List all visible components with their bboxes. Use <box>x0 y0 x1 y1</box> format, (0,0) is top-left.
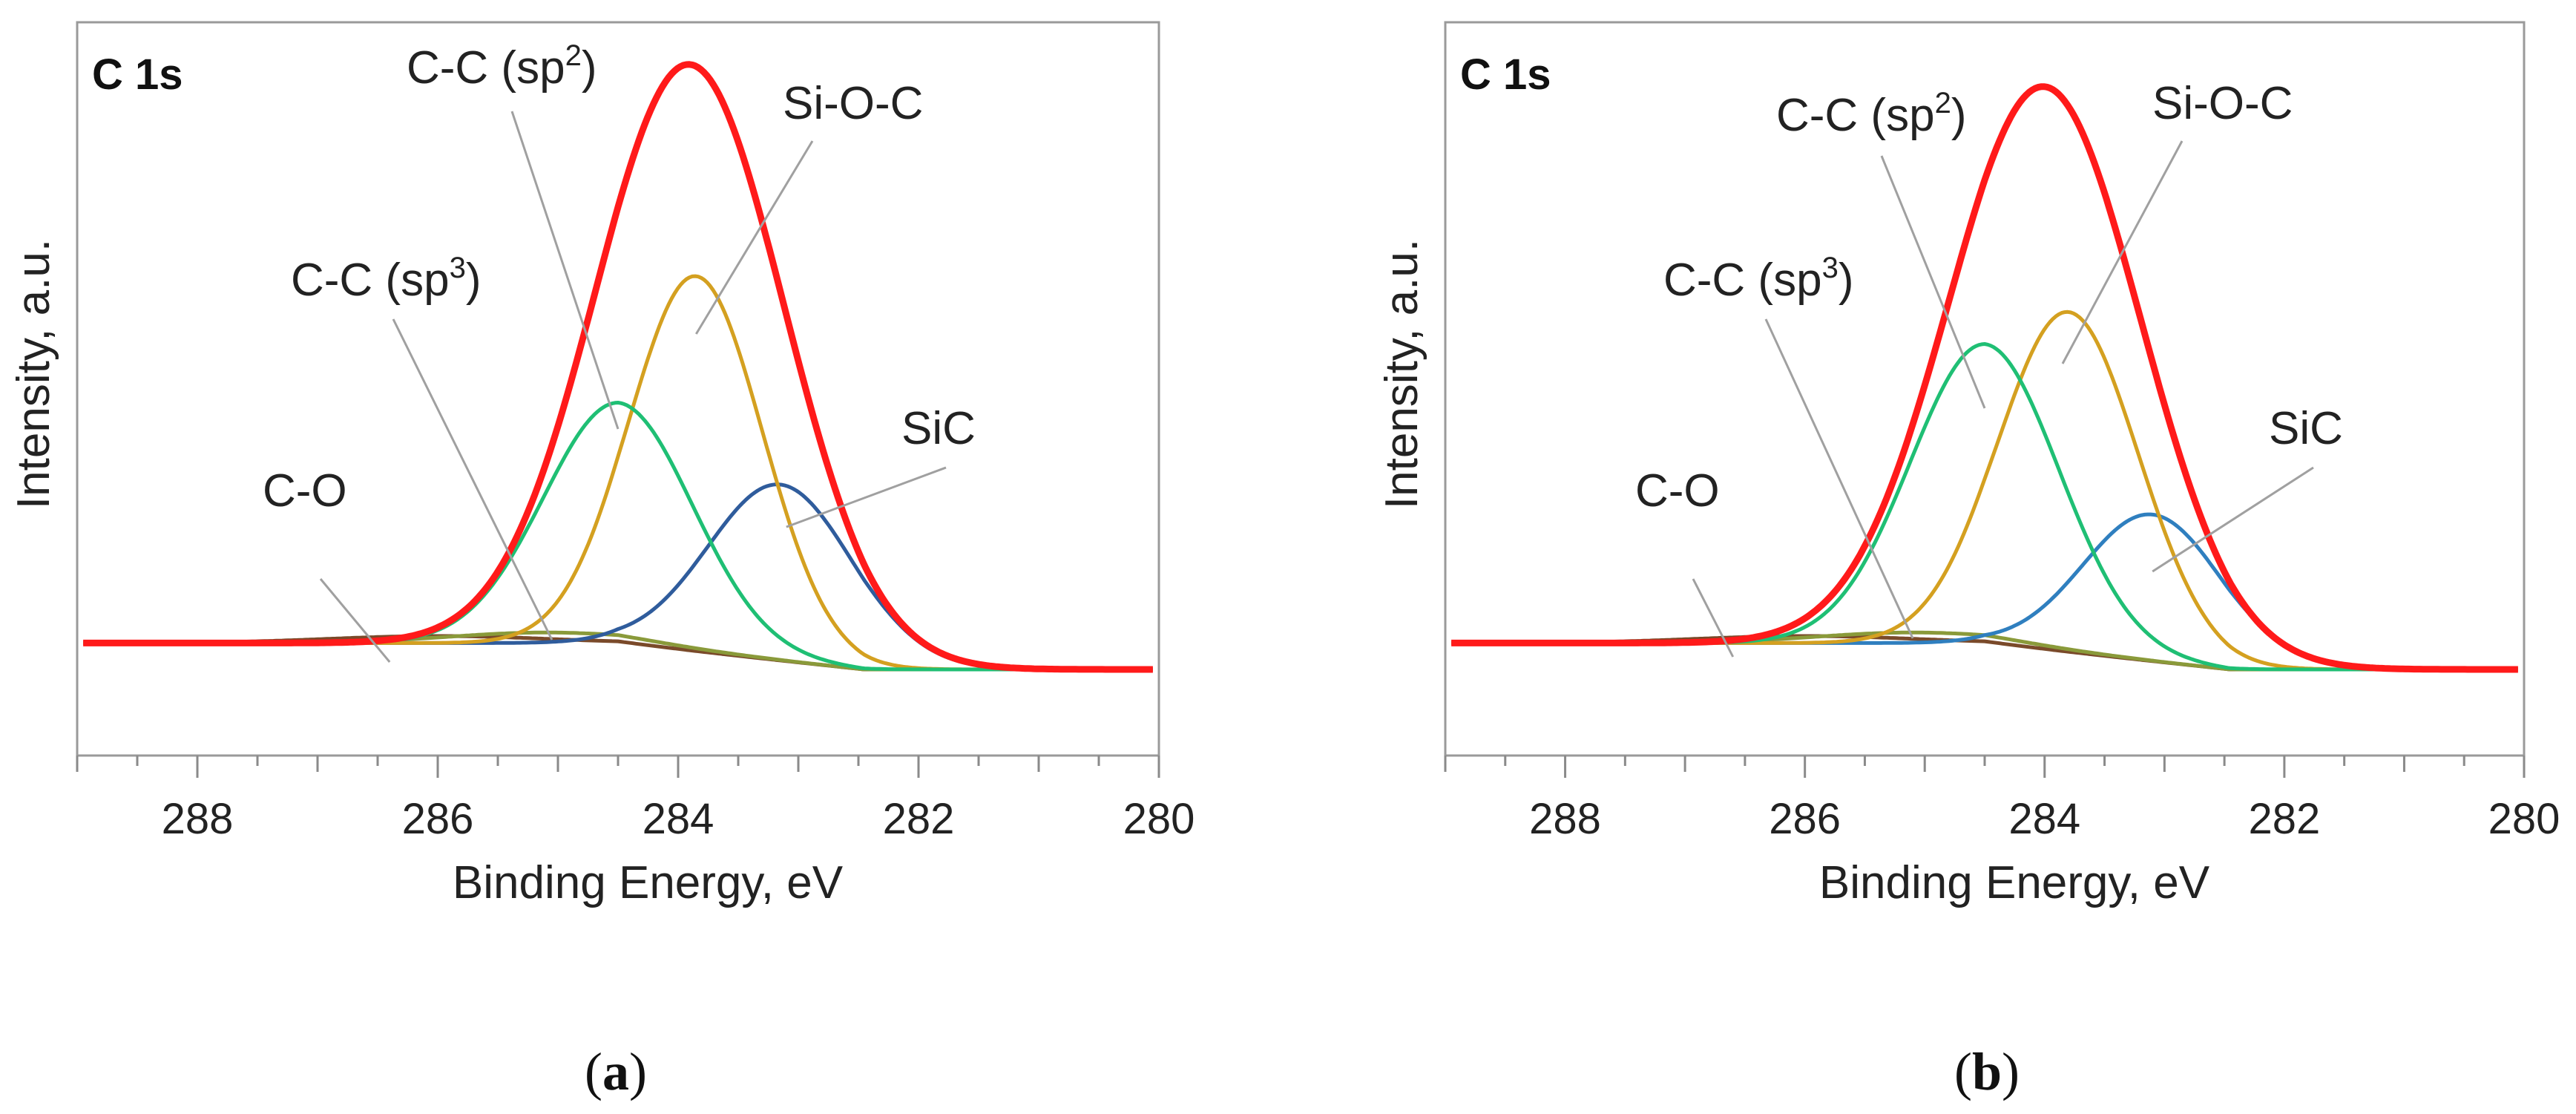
panel-b: 288 286 284 282 280 Binding Energy, eV Intensi… <box>1376 21 2560 1101</box>
x-axis-title: Binding Energy, eV <box>453 857 844 908</box>
annotation-leader-line <box>1764 318 1914 639</box>
panel-a: 288 286 284 282 280 Binding Energy, eV Intensi… <box>8 21 1195 1101</box>
annotation-leader-line <box>392 318 553 640</box>
annotation-superscript: 2 <box>565 39 582 72</box>
annotation-leader-line <box>2152 466 2314 573</box>
x-tick-label: 284 <box>643 795 714 843</box>
x-tick-label: 286 <box>402 795 474 843</box>
annotation-superscript: 2 <box>1935 87 1951 119</box>
x-tick-label: 282 <box>2248 795 2320 843</box>
annotation-suffix: ) <box>1951 90 1967 141</box>
panel-label: (a) <box>585 1042 647 1101</box>
annotation-label: SiC <box>901 403 976 454</box>
annotation-label: C-C (sp2) <box>407 39 597 94</box>
x-tick-label: 286 <box>1769 795 1841 843</box>
annotation-superscript: 3 <box>450 252 466 284</box>
annotation-leader-line <box>1692 578 1735 658</box>
annotation-leader-line <box>319 578 391 663</box>
annotation-superscript: 3 <box>1822 252 1839 284</box>
annotation-label: C-O <box>1635 465 1720 517</box>
annotation-label: C-C (sp3) <box>291 252 481 306</box>
x-tick-label: 282 <box>883 795 955 843</box>
series-envelope-curve <box>1450 83 2519 673</box>
panel-label-letter: b <box>1972 1042 2002 1101</box>
series-sp2-curve <box>1451 342 2518 672</box>
x-tick-label: 284 <box>2008 795 2080 843</box>
annotation-label: C-O <box>263 465 347 517</box>
annotation-label: C-C (sp3) <box>1663 252 1853 306</box>
annotation-label: SiC <box>2269 403 2343 454</box>
x-axis-title: Binding Energy, eV <box>1819 857 2210 908</box>
annotation-suffix: ) <box>1839 255 1854 306</box>
annotation-leader-line <box>695 140 814 335</box>
y-axis-title: Intensity, a.u. <box>1376 239 1427 509</box>
panel-label: (b) <box>1954 1042 2020 1101</box>
annotation-leader-line <box>2061 140 2184 364</box>
series-sioc-curve <box>83 274 1153 672</box>
x-tick-label: 280 <box>2488 795 2560 843</box>
annotation-label: C-C (sp2) <box>1776 87 1966 141</box>
annotation-leader-line <box>786 466 947 528</box>
core-level-title: C 1s <box>92 50 183 99</box>
annotation-leader-line <box>510 111 620 430</box>
annotation-suffix: ) <box>582 42 597 94</box>
annotation-label: Si-O-C <box>783 78 923 129</box>
series-envelope-curve <box>82 61 1154 673</box>
x-tick-label: 288 <box>1529 795 1601 843</box>
annotation-leader-line <box>1880 155 1986 409</box>
panel-label-letter: a <box>602 1042 629 1101</box>
core-level-title: C 1s <box>1460 50 1551 99</box>
y-axis-title: Intensity, a.u. <box>8 239 59 509</box>
x-tick-label: 280 <box>1123 795 1195 843</box>
annotation-suffix: ) <box>466 255 482 306</box>
x-tick-label: 288 <box>162 795 234 843</box>
annotation-label: Si-O-C <box>2152 78 2293 129</box>
series-sioc-curve <box>1451 309 2518 672</box>
